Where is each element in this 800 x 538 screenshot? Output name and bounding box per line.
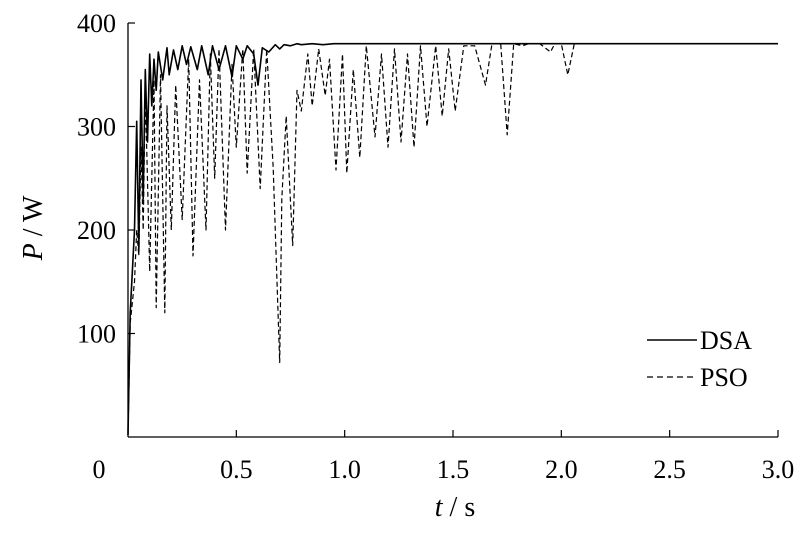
y-tick-label: 100: [77, 320, 116, 349]
x-tick-label: 1.0: [328, 455, 361, 484]
y-axis-title-unit: W: [18, 195, 49, 222]
x-tick-label: 0.5: [220, 455, 253, 484]
x-axis-title: t / s: [435, 492, 475, 523]
x-tick-label: 2.0: [545, 455, 578, 484]
y-tick-label: 300: [77, 113, 116, 142]
y-axis-title: P / W: [18, 195, 49, 261]
x-tick-label: 3.0: [762, 455, 795, 484]
y-axis-title-sep: /: [18, 222, 49, 243]
series-line-dsa: [127, 42, 778, 435]
y-axis-title-var: P: [18, 243, 49, 261]
y-tick-label: 200: [77, 216, 116, 245]
legend-label-pso: PSO: [700, 363, 748, 392]
x-axis-title-var: t: [435, 492, 444, 523]
axis-titles: t / s P / W: [18, 195, 475, 523]
x-tick-label: 1.5: [437, 455, 470, 484]
y-tick-label: 400: [77, 9, 116, 38]
x-axis-title-sep: /: [443, 492, 465, 523]
x-tick-label: 0: [93, 455, 106, 484]
series-line-pso: [127, 43, 778, 435]
series: [127, 42, 778, 435]
ticks: 0 0.5 1.0 1.5 2.0 2.5 3.0 100 200 300 400: [77, 9, 794, 484]
x-axis-title-unit: s: [464, 492, 475, 523]
x-tick-label: 2.5: [653, 455, 686, 484]
legend: DSA PSO: [647, 326, 752, 392]
legend-label-dsa: DSA: [700, 326, 752, 355]
